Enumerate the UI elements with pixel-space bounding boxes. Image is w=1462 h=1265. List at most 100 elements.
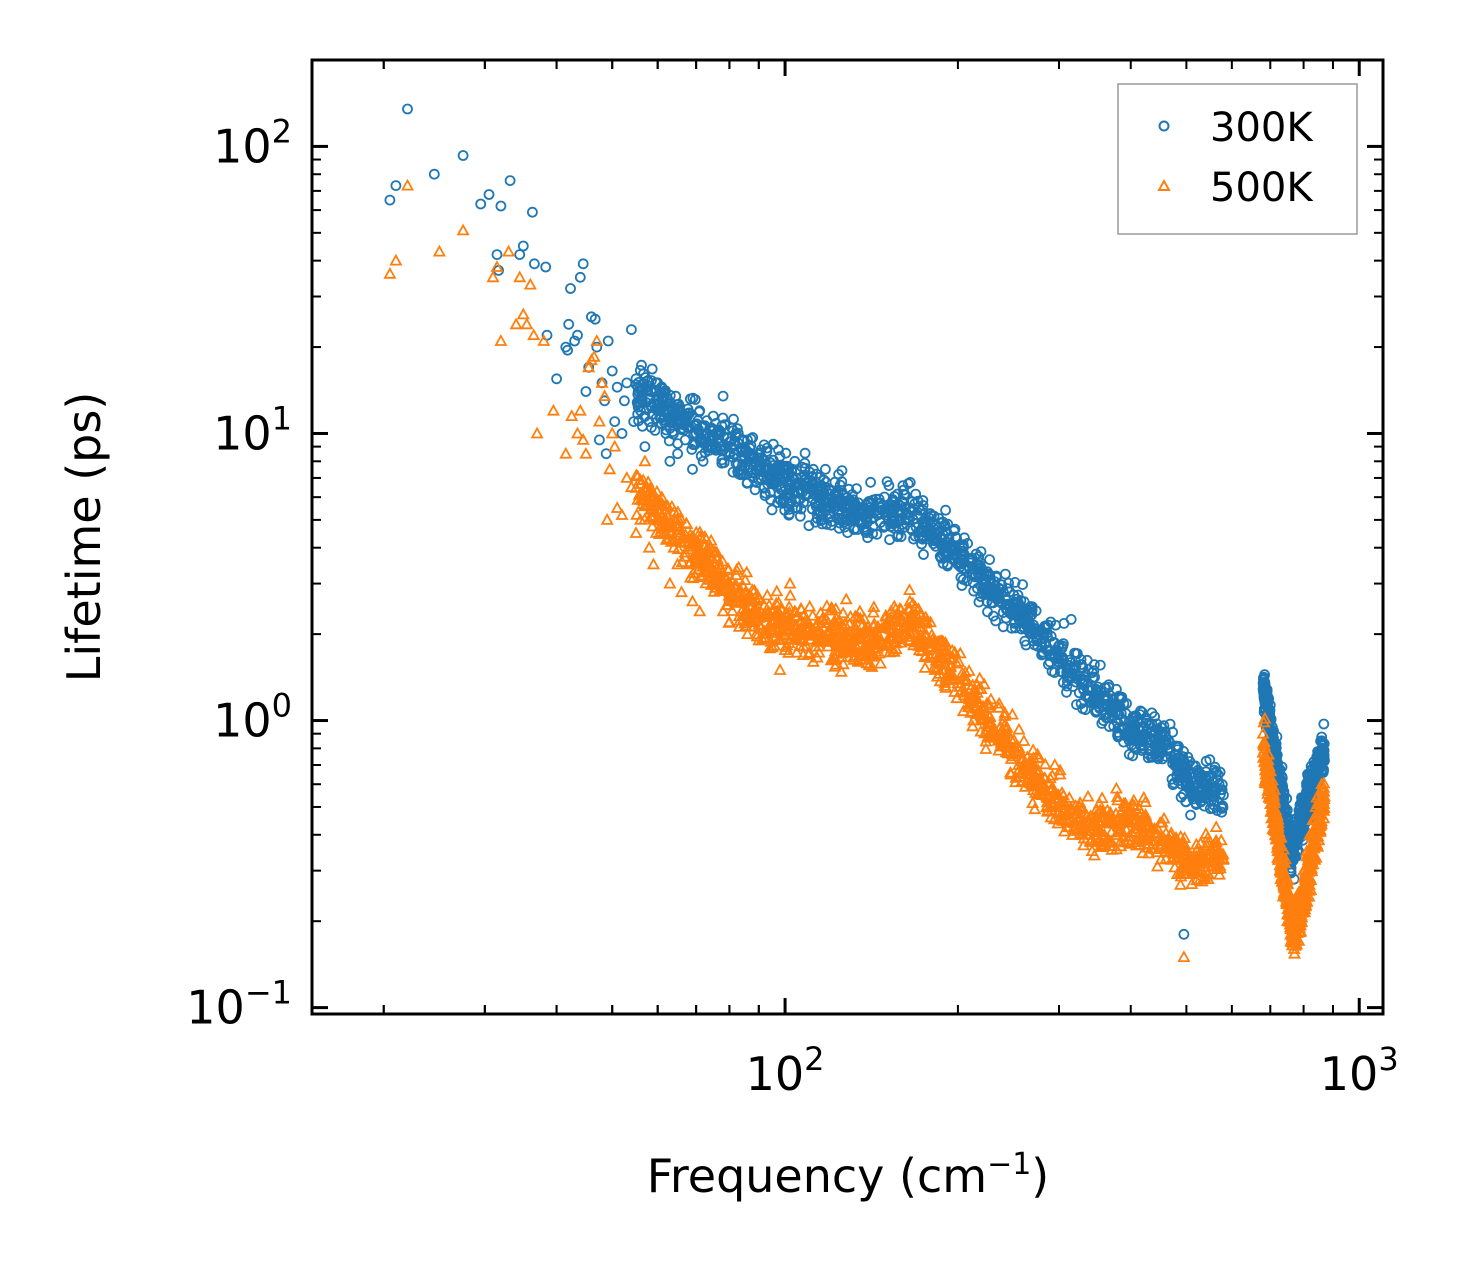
- point-500k: [1191, 864, 1205, 876]
- point-300k: [988, 610, 999, 622]
- point-300k: [676, 416, 687, 428]
- point-500k: [1277, 886, 1291, 899]
- point-500k: [717, 580, 731, 592]
- point-500k: [979, 742, 993, 754]
- point-300k: [1134, 709, 1146, 720]
- point-300k: [773, 488, 785, 499]
- point-500k: [1274, 863, 1288, 876]
- point-500k: [849, 625, 863, 638]
- point-300k: [701, 441, 712, 453]
- point-500k: [740, 627, 755, 639]
- point-500k: [1104, 834, 1118, 847]
- point-500k: [646, 499, 660, 512]
- point-500k: [919, 616, 933, 629]
- point-300k: [807, 470, 818, 482]
- point-500k: [778, 643, 792, 655]
- point-300k: [694, 405, 706, 417]
- point-300k: [1125, 728, 1137, 740]
- point-500k: [570, 426, 585, 439]
- point-300k: [736, 463, 747, 475]
- point-500k: [592, 414, 606, 427]
- point-500k: [1209, 820, 1223, 832]
- point-300k: [1204, 803, 1216, 815]
- point-300k: [514, 249, 526, 261]
- point-300k: [1261, 709, 1273, 720]
- point-300k: [728, 413, 739, 425]
- point-500k: [804, 632, 818, 645]
- point-300k: [707, 410, 719, 422]
- point-300k: [666, 416, 677, 428]
- point-300k: [736, 442, 748, 454]
- point-500k: [671, 505, 685, 518]
- point-300k: [1185, 809, 1196, 821]
- point-300k: [916, 538, 927, 550]
- point-500k: [502, 244, 516, 257]
- y-tick-label-exp: −1: [245, 974, 292, 1012]
- point-300k: [1075, 698, 1087, 710]
- legend-label-500k: 500K: [1210, 165, 1314, 211]
- point-300k: [402, 103, 413, 115]
- point-500k: [1177, 950, 1191, 962]
- point-500k: [1013, 769, 1027, 782]
- point-500k: [633, 513, 648, 525]
- point-500k: [722, 615, 736, 628]
- point-500k: [733, 596, 747, 608]
- point-500k: [859, 641, 873, 654]
- point-500k: [1030, 777, 1044, 790]
- point-500k: [1035, 788, 1049, 800]
- point-500k: [735, 604, 749, 617]
- point-500k: [1265, 805, 1279, 817]
- point-300k: [562, 344, 573, 356]
- point-300k: [838, 517, 850, 528]
- point-300k: [650, 386, 661, 397]
- point-500k: [1000, 721, 1014, 733]
- point-300k: [1161, 736, 1172, 748]
- point-500k: [855, 619, 869, 632]
- point-300k: [789, 479, 801, 491]
- point-500k: [824, 653, 838, 666]
- point-500k: [1085, 844, 1099, 856]
- point-300k: [1165, 751, 1177, 762]
- point-500k: [1005, 707, 1019, 720]
- series-500k: [383, 178, 1331, 962]
- point-300k: [940, 542, 952, 554]
- point-300k: [987, 582, 999, 594]
- point-500k: [1313, 825, 1327, 837]
- point-500k: [956, 704, 970, 717]
- point-300k: [881, 476, 893, 488]
- point-500k: [729, 594, 743, 607]
- point-300k: [906, 496, 918, 508]
- point-500k: [1038, 757, 1052, 770]
- point-300k: [563, 318, 575, 330]
- legend-label-300k: 300K: [1210, 105, 1314, 151]
- y-tick-label-base: 10: [213, 119, 272, 173]
- point-300k: [891, 531, 903, 542]
- point-500k: [721, 561, 735, 574]
- point-500k: [646, 484, 660, 497]
- point-300k: [690, 428, 702, 439]
- point-500k: [746, 615, 760, 628]
- point-300k: [1200, 789, 1211, 801]
- point-300k: [1045, 649, 1056, 660]
- point-300k: [628, 416, 640, 428]
- point-300k: [1117, 721, 1129, 733]
- point-500k: [891, 605, 905, 618]
- point-300k: [829, 476, 841, 488]
- point-300k: [1154, 746, 1166, 757]
- point-500k: [889, 624, 903, 637]
- point-500k: [520, 317, 534, 330]
- point-500k: [642, 540, 656, 553]
- point-500k: [862, 658, 876, 671]
- point-500k: [1094, 838, 1108, 851]
- y-tick-label: 101: [213, 399, 292, 460]
- point-500k: [806, 608, 820, 621]
- point-500k: [1024, 754, 1038, 767]
- point-500k: [1311, 824, 1326, 836]
- point-500k: [814, 606, 828, 618]
- point-300k: [1105, 703, 1117, 715]
- point-300k: [1061, 664, 1073, 676]
- point-500k: [702, 556, 716, 569]
- point-300k: [632, 386, 644, 397]
- point-500k: [546, 403, 560, 416]
- point-500k: [748, 602, 762, 615]
